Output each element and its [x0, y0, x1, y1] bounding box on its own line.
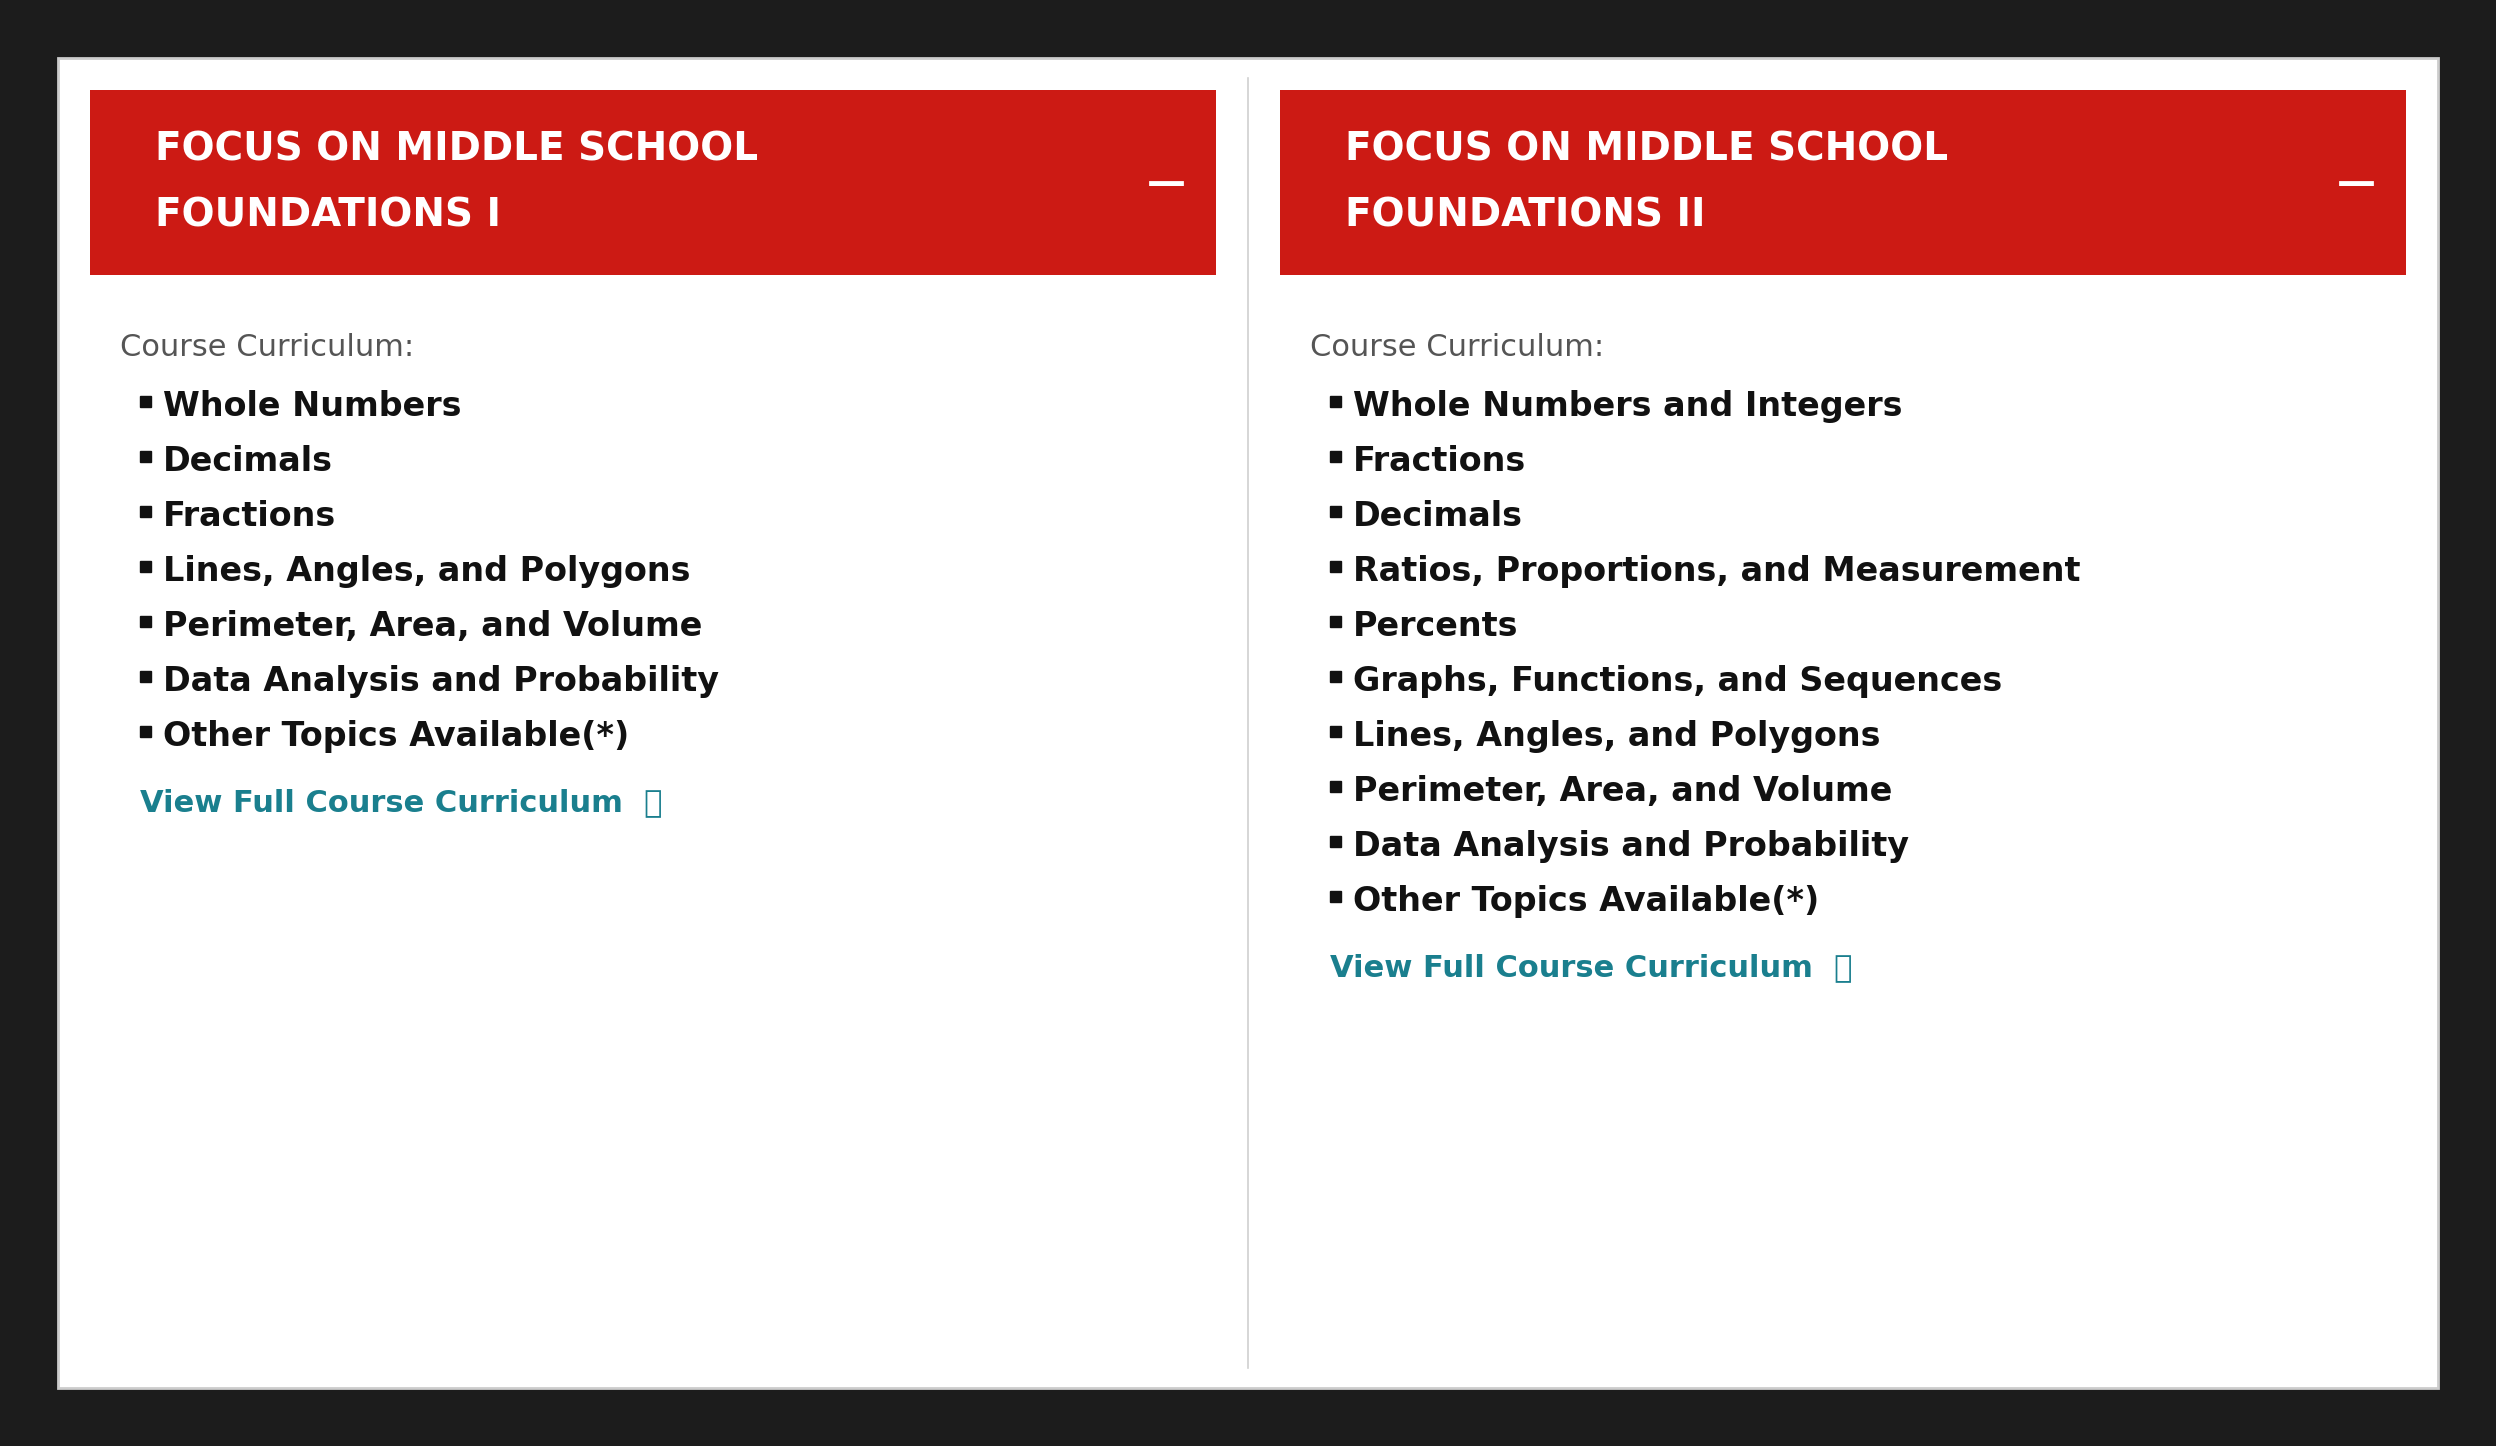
Text: Ratios, Proportions, and Measurement: Ratios, Proportions, and Measurement: [1353, 555, 2082, 589]
Bar: [140, 561, 150, 571]
Text: —: —: [2336, 163, 2376, 201]
Text: Data Analysis and Probability: Data Analysis and Probability: [162, 665, 719, 698]
Bar: [140, 616, 150, 626]
Text: Perimeter, Area, and Volume: Perimeter, Area, and Volume: [162, 610, 701, 643]
Text: Data Analysis and Probability: Data Analysis and Probability: [1353, 830, 1909, 863]
Bar: [140, 726, 150, 736]
Text: FOUNDATIONS II: FOUNDATIONS II: [1345, 197, 1705, 234]
Bar: [1330, 396, 1340, 406]
Text: Percents: Percents: [1353, 610, 1518, 643]
FancyBboxPatch shape: [57, 58, 2439, 1388]
Bar: [1330, 451, 1340, 461]
Bar: [1330, 836, 1340, 846]
Bar: [1330, 891, 1340, 901]
Text: Whole Numbers: Whole Numbers: [162, 390, 462, 424]
Text: FOCUS ON MIDDLE SCHOOL: FOCUS ON MIDDLE SCHOOL: [155, 130, 759, 168]
Bar: [1330, 616, 1340, 626]
Text: Whole Numbers and Integers: Whole Numbers and Integers: [1353, 390, 1902, 424]
Text: Course Curriculum:: Course Curriculum:: [1310, 333, 1605, 362]
Text: FOUNDATIONS I: FOUNDATIONS I: [155, 197, 502, 234]
FancyBboxPatch shape: [1280, 90, 2406, 275]
Bar: [1330, 506, 1340, 516]
Text: Fractions: Fractions: [1353, 445, 1525, 479]
Bar: [1330, 561, 1340, 571]
Bar: [140, 506, 150, 516]
Text: —: —: [1146, 163, 1186, 201]
Bar: [140, 451, 150, 461]
Bar: [1330, 781, 1340, 791]
Text: Lines, Angles, and Polygons: Lines, Angles, and Polygons: [1353, 720, 1879, 753]
Text: View Full Course Curriculum  ⤓: View Full Course Curriculum ⤓: [140, 788, 661, 817]
Text: Lines, Angles, and Polygons: Lines, Angles, and Polygons: [162, 555, 691, 589]
Text: Other Topics Available(*): Other Topics Available(*): [162, 720, 629, 753]
Text: FOCUS ON MIDDLE SCHOOL: FOCUS ON MIDDLE SCHOOL: [1345, 130, 1947, 168]
Text: Other Topics Available(*): Other Topics Available(*): [1353, 885, 1820, 918]
Text: Graphs, Functions, and Sequences: Graphs, Functions, and Sequences: [1353, 665, 2002, 698]
Text: Decimals: Decimals: [162, 445, 332, 479]
Text: Decimals: Decimals: [1353, 500, 1523, 534]
Bar: [140, 396, 150, 406]
Bar: [1330, 671, 1340, 681]
FancyBboxPatch shape: [90, 90, 1216, 275]
Text: Perimeter, Area, and Volume: Perimeter, Area, and Volume: [1353, 775, 1892, 808]
Bar: [1330, 726, 1340, 736]
Text: View Full Course Curriculum  ⤓: View Full Course Curriculum ⤓: [1330, 953, 1852, 982]
Bar: [140, 671, 150, 681]
Text: Fractions: Fractions: [162, 500, 337, 534]
Text: Course Curriculum:: Course Curriculum:: [120, 333, 414, 362]
